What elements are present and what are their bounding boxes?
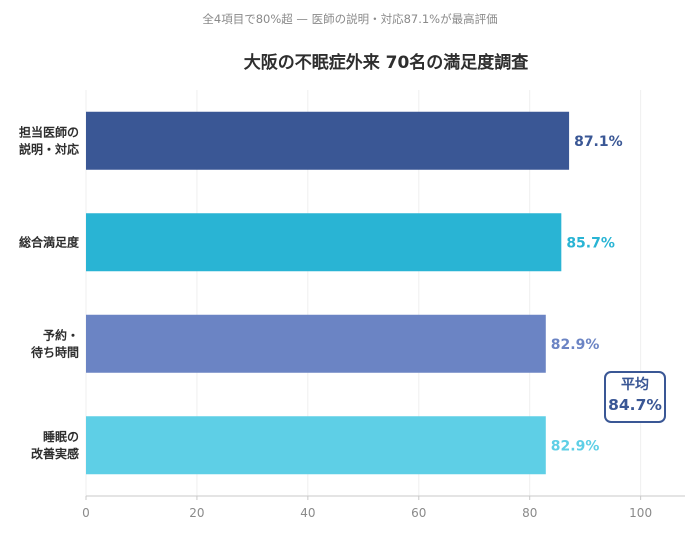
category-label: 待ち時間 xyxy=(31,344,79,359)
category-label: 睡眠の xyxy=(43,429,79,444)
average-value: 84.7% xyxy=(608,396,662,414)
average-badge: 平均 84.7% xyxy=(604,371,666,423)
x-tick-label: 40 xyxy=(300,506,315,520)
x-tick-label: 20 xyxy=(189,506,204,520)
chart-subtitle: 全4項目で80%超 — 医師の説明・対応87.1%が最高評価 xyxy=(202,12,498,26)
x-tick-label: 80 xyxy=(522,506,537,520)
bar xyxy=(86,213,562,272)
x-tick-label: 60 xyxy=(411,506,426,520)
average-label: 平均 xyxy=(621,377,649,393)
bar-value-label: 82.9% xyxy=(551,337,600,353)
bar-value-label: 85.7% xyxy=(566,235,615,251)
category-label: 担当医師の xyxy=(19,124,79,139)
category-label: 総合満足度 xyxy=(19,234,80,249)
category-label: 説明・対応 xyxy=(19,141,79,156)
bar xyxy=(86,111,570,170)
x-tick-label: 0 xyxy=(82,506,90,520)
bar-value-label: 87.1% xyxy=(574,134,623,150)
category-label: 予約・ xyxy=(43,327,79,342)
chart-title: 大阪の不眠症外来 70名の満足度調査 xyxy=(243,53,529,73)
bar-value-label: 82.9% xyxy=(551,438,600,454)
bar xyxy=(86,314,546,373)
category-label: 改善実感 xyxy=(31,446,79,461)
bar xyxy=(86,416,546,475)
x-tick-label: 100 xyxy=(629,506,652,520)
